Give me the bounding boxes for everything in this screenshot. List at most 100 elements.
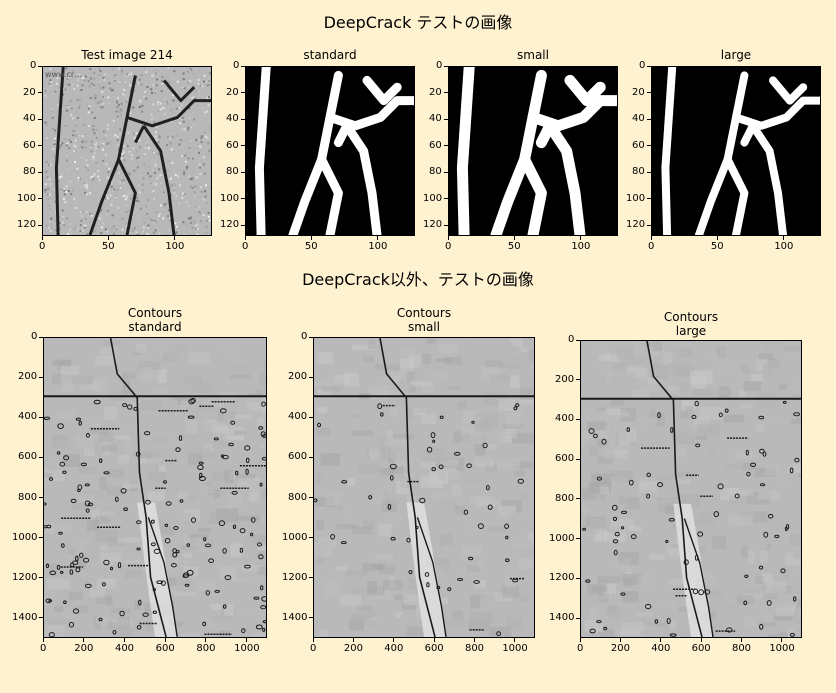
x-tick-label: 200 xyxy=(343,643,363,654)
x-tick-label: 0 xyxy=(648,241,655,252)
x-tick-label: 400 xyxy=(651,643,671,654)
x-tick-mark xyxy=(650,236,652,240)
y-tick-label: 80 xyxy=(429,166,442,178)
watermark-text: www.cr… xyxy=(45,70,83,79)
x-tick-label: 0 xyxy=(40,643,47,654)
y-tick-label: 800 xyxy=(18,491,38,503)
y-tick-label: 1200 xyxy=(549,572,575,584)
y-tick-mark xyxy=(309,376,313,378)
y-tick-label: 1200 xyxy=(12,571,38,583)
y-tick-mark xyxy=(38,198,42,200)
y-tick-mark xyxy=(39,617,43,619)
y-tick-label: 600 xyxy=(288,451,308,463)
image-axes xyxy=(580,340,802,638)
y-tick-mark xyxy=(309,537,313,539)
panel-title: standard xyxy=(303,48,357,62)
y-tick-label: 400 xyxy=(288,411,308,423)
x-tick-label: 0 xyxy=(577,643,584,654)
y-tick-label: 100 xyxy=(423,192,443,204)
y-tick-mark xyxy=(444,171,448,173)
y-tick-label: 400 xyxy=(18,411,38,423)
image-axes xyxy=(43,337,267,638)
x-tick-label: 800 xyxy=(196,643,216,654)
bottom-section-title: DeepCrack以外、テストの画像 xyxy=(302,270,534,289)
y-tick-label: 60 xyxy=(226,139,239,151)
y-tick-label: 40 xyxy=(226,113,239,125)
y-tick-mark xyxy=(444,118,448,120)
y-tick-mark xyxy=(647,65,651,67)
y-tick-mark xyxy=(38,65,42,67)
image-plot xyxy=(44,338,266,637)
x-tick-label: 50 xyxy=(710,241,724,252)
y-tick-label: 0 xyxy=(30,60,37,71)
y-tick-mark xyxy=(241,224,245,226)
x-tick-label: 0 xyxy=(242,241,249,252)
y-tick-mark xyxy=(39,577,43,579)
image-axes xyxy=(42,66,212,236)
x-tick-mark xyxy=(83,638,85,642)
image-plot xyxy=(652,67,820,235)
y-tick-mark xyxy=(444,65,448,67)
y-tick-label: 200 xyxy=(288,371,308,383)
x-tick-mark xyxy=(310,236,312,240)
panel-title: Contours small xyxy=(396,306,452,334)
x-tick-mark xyxy=(433,638,435,642)
y-tick-mark xyxy=(576,617,580,619)
x-tick-mark xyxy=(473,638,475,642)
x-tick-mark xyxy=(246,638,248,642)
y-tick-mark xyxy=(647,118,651,120)
x-tick-label: 1000 xyxy=(234,643,260,654)
x-tick-mark xyxy=(513,236,515,240)
y-tick-mark xyxy=(309,336,313,338)
y-tick-label: 120 xyxy=(423,219,443,231)
y-tick-label: 20 xyxy=(23,86,36,98)
y-tick-mark xyxy=(39,416,43,418)
y-tick-mark xyxy=(647,145,651,147)
image-plot xyxy=(43,67,211,235)
y-tick-label: 80 xyxy=(632,166,645,178)
y-tick-mark xyxy=(576,379,580,381)
y-tick-label: 80 xyxy=(23,166,36,178)
y-tick-label: 120 xyxy=(220,219,240,231)
x-tick-mark xyxy=(393,638,395,642)
y-tick-label: 0 xyxy=(301,331,308,342)
x-tick-mark xyxy=(447,236,449,240)
x-tick-mark xyxy=(107,236,109,240)
y-tick-label: 40 xyxy=(632,113,645,125)
y-tick-mark xyxy=(444,224,448,226)
y-tick-label: 0 xyxy=(436,60,443,71)
image-plot xyxy=(246,67,414,235)
y-tick-label: 20 xyxy=(429,86,442,98)
y-tick-label: 0 xyxy=(233,60,240,71)
x-tick-label: 100 xyxy=(368,241,388,252)
y-tick-label: 1200 xyxy=(282,571,308,583)
x-tick-mark xyxy=(781,638,783,642)
y-tick-label: 0 xyxy=(568,334,575,345)
x-tick-mark xyxy=(205,638,207,642)
panel-title: large xyxy=(720,48,752,62)
y-tick-mark xyxy=(309,456,313,458)
y-tick-label: 800 xyxy=(288,491,308,503)
y-tick-mark xyxy=(38,118,42,120)
x-tick-label: 1000 xyxy=(502,643,528,654)
x-tick-label: 400 xyxy=(384,643,404,654)
x-tick-mark xyxy=(312,638,314,642)
top-section-title: DeepCrack テストの画像 xyxy=(323,13,513,32)
x-tick-label: 0 xyxy=(445,241,452,252)
x-tick-label: 100 xyxy=(774,241,794,252)
y-tick-mark xyxy=(241,118,245,120)
x-tick-label: 200 xyxy=(610,643,630,654)
y-tick-label: 1400 xyxy=(282,611,308,623)
x-tick-mark xyxy=(42,638,44,642)
x-tick-label: 800 xyxy=(464,643,485,654)
y-tick-mark xyxy=(576,418,580,420)
x-tick-label: 100 xyxy=(571,241,591,252)
x-tick-mark xyxy=(783,236,785,240)
y-tick-label: 1400 xyxy=(12,611,38,623)
y-tick-label: 80 xyxy=(226,166,239,178)
y-tick-label: 200 xyxy=(555,373,575,385)
y-tick-mark xyxy=(241,92,245,94)
x-tick-label: 50 xyxy=(101,241,115,252)
y-tick-mark xyxy=(39,497,43,499)
y-tick-label: 1000 xyxy=(282,531,308,543)
